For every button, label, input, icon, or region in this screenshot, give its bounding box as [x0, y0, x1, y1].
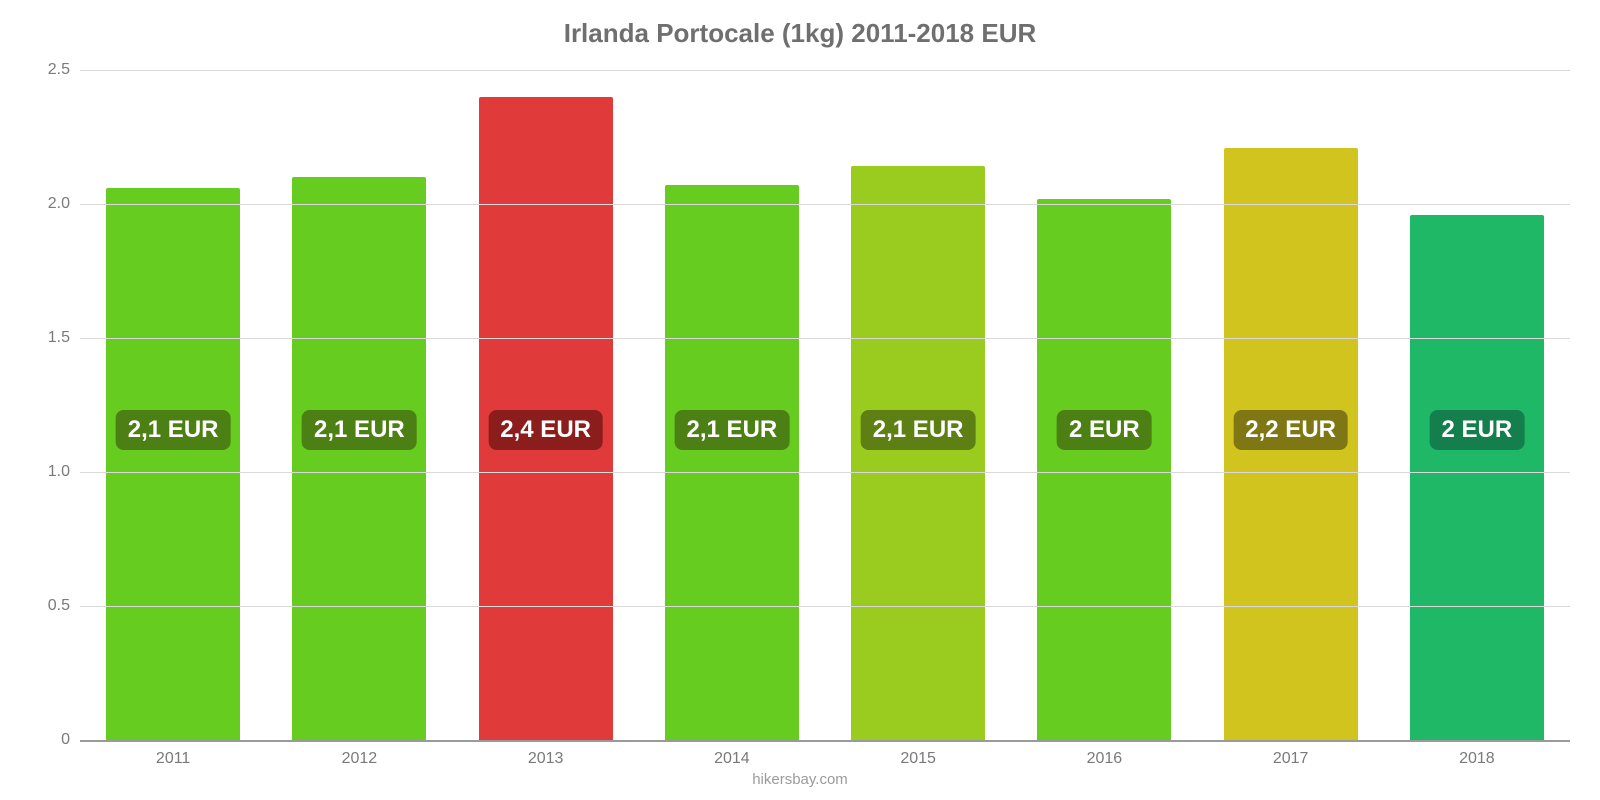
x-tick-label: 2012 — [342, 740, 378, 768]
x-tick-label: 2016 — [1087, 740, 1123, 768]
x-tick-label: 2015 — [900, 740, 936, 768]
value-badge: 2,2 EUR — [1233, 410, 1348, 450]
x-tick-label: 2013 — [528, 740, 564, 768]
bar: 2 EUR — [1410, 215, 1544, 740]
bar-slot: 2,1 EUR2012 — [266, 70, 452, 740]
gridline — [80, 70, 1570, 71]
bar-slot: 2,4 EUR2013 — [453, 70, 639, 740]
x-tick-label: 2014 — [714, 740, 750, 768]
x-tick-label: 2018 — [1459, 740, 1495, 768]
y-tick-label: 1.5 — [48, 329, 80, 347]
x-tick-label: 2017 — [1273, 740, 1309, 768]
gridline — [80, 338, 1570, 339]
value-badge: 2 EUR — [1430, 410, 1525, 450]
baseline — [80, 740, 1570, 742]
bars-container: 2,1 EUR20112,1 EUR20122,4 EUR20132,1 EUR… — [80, 70, 1570, 740]
bar-slot: 2,1 EUR2015 — [825, 70, 1011, 740]
y-tick-label: 0 — [61, 731, 80, 749]
bar-slot: 2 EUR2016 — [1011, 70, 1197, 740]
value-badge: 2 EUR — [1057, 410, 1152, 450]
gridline — [80, 606, 1570, 607]
value-badge: 2,4 EUR — [488, 410, 603, 450]
bar-slot: 2,1 EUR2011 — [80, 70, 266, 740]
value-badge: 2,1 EUR — [302, 410, 417, 450]
bar: 2,4 EUR — [479, 97, 613, 740]
bar: 2,1 EUR — [106, 188, 240, 740]
value-badge: 2,1 EUR — [861, 410, 976, 450]
value-badge: 2,1 EUR — [675, 410, 790, 450]
y-tick-label: 2.5 — [48, 61, 80, 79]
bar: 2,1 EUR — [292, 177, 426, 740]
value-badge: 2,1 EUR — [116, 410, 231, 450]
gridline — [80, 472, 1570, 473]
plot-area: 2,1 EUR20112,1 EUR20122,4 EUR20132,1 EUR… — [80, 70, 1570, 740]
x-tick-label: 2011 — [156, 740, 190, 768]
credit-text: hikersbay.com — [752, 771, 848, 788]
bar-slot: 2,2 EUR2017 — [1198, 70, 1384, 740]
bar: 2,1 EUR — [851, 166, 985, 740]
bar-slot: 2 EUR2018 — [1384, 70, 1570, 740]
price-bar-chart: Irlanda Portocale (1kg) 2011-2018 EUR 2,… — [0, 0, 1600, 800]
y-tick-label: 2.0 — [48, 195, 80, 213]
y-tick-label: 0.5 — [48, 597, 80, 615]
y-tick-label: 1.0 — [48, 463, 80, 481]
bar: 2,1 EUR — [665, 185, 799, 740]
bar: 2,2 EUR — [1224, 148, 1358, 740]
bar-slot: 2,1 EUR2014 — [639, 70, 825, 740]
chart-title: Irlanda Portocale (1kg) 2011-2018 EUR — [0, 0, 1600, 49]
gridline — [80, 204, 1570, 205]
bar: 2 EUR — [1037, 199, 1171, 740]
